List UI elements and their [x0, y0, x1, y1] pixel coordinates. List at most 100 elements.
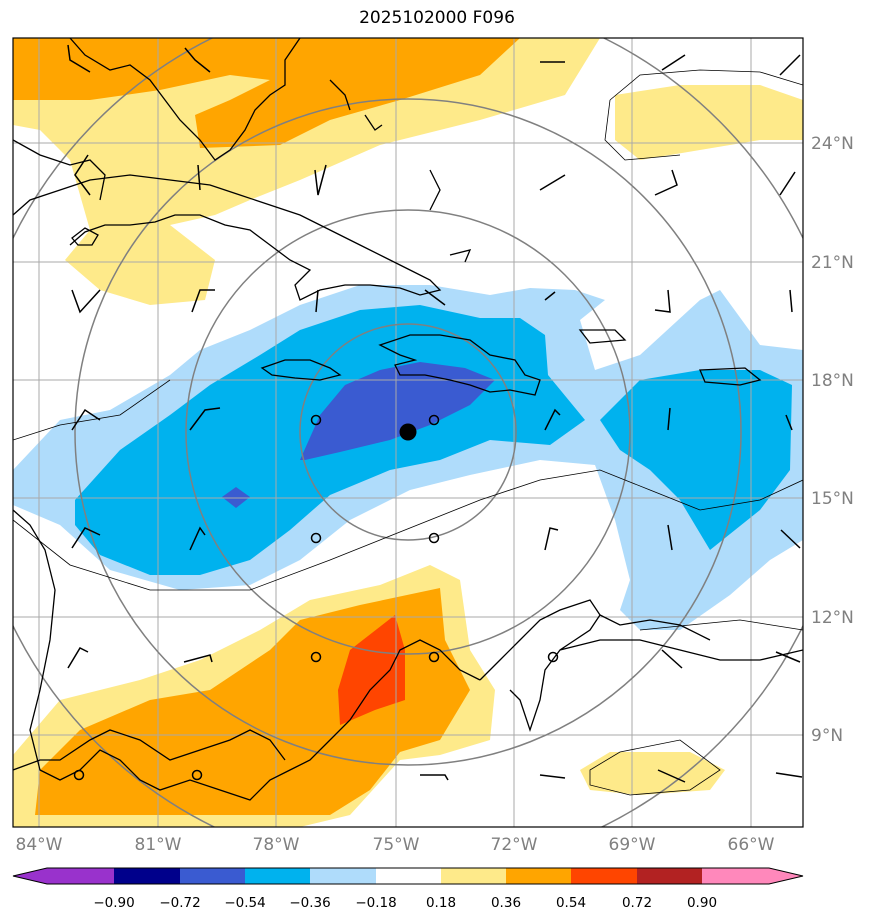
wind-barb: [544, 527, 559, 551]
wind-barb: [667, 524, 673, 551]
lat-label: 24°N: [811, 134, 854, 154]
lat-label: 15°N: [811, 489, 854, 509]
colorbar-swatch: [376, 868, 441, 884]
wind-barb: [667, 407, 671, 431]
calm-wind-circle: [73, 769, 85, 781]
colorbar-label: 0.90: [687, 895, 717, 911]
wind-barb: [191, 289, 215, 313]
colorbar-swatch: [245, 868, 310, 884]
wind-barb: [71, 527, 101, 549]
contour-upper: [13, 379, 171, 441]
colorbar-swatch: [571, 868, 637, 884]
coast-bahamas-1: [329, 79, 351, 111]
contour-ne-2: [604, 99, 681, 161]
wind-barb: [544, 291, 556, 301]
colorbar-label: −0.90: [93, 895, 134, 911]
range-ring-2: [185, 209, 631, 655]
lon-label: 84°W: [16, 835, 63, 855]
positive-anomaly-top-orange: [13, 38, 520, 148]
lon-label: 78°W: [253, 835, 300, 855]
calm-wind-circle: [428, 532, 440, 544]
wind-barbs: [67, 44, 803, 783]
colorbar-outline: [12, 867, 804, 885]
graticule: [13, 38, 803, 827]
latitude-axis: 24°N 21°N 18°N 15°N 12°N 9°N: [811, 134, 854, 746]
colorbar-swatch: [506, 868, 571, 884]
coast-venezuela: [599, 614, 711, 641]
coast-panama: [13, 729, 286, 771]
calm-wind-circle: [191, 769, 203, 781]
range-ring-3: [74, 98, 742, 766]
colorbar-label: −0.36: [289, 895, 330, 911]
wind-barb: [775, 772, 803, 778]
colorbar-swatch: [114, 868, 180, 884]
wind-barb: [189, 407, 221, 431]
colorbar-swatch: [47, 868, 114, 884]
positive-anomaly-top-light: [13, 38, 600, 305]
storm-center-marker: [399, 423, 417, 441]
range-ring-1: [299, 323, 517, 541]
wind-barb: [314, 164, 327, 196]
lon-label: 72°W: [491, 835, 538, 855]
wind-barb: [420, 774, 449, 781]
wind-barb: [315, 289, 319, 313]
map-frame: [12, 37, 804, 828]
wind-barb: [67, 44, 91, 73]
wind-barb: [67, 647, 89, 669]
coast-isle-youth: [71, 227, 99, 246]
wind-barb: [189, 526, 206, 551]
wind-barb: [71, 289, 101, 314]
coast-cuba: [13, 174, 442, 301]
colorbar-swatch: [441, 868, 506, 884]
wind-barb: [779, 171, 796, 196]
calm-wind-circle: [547, 651, 559, 663]
coast-yucatan: [13, 139, 106, 201]
calm-wind-circle: [428, 414, 440, 426]
wind-barb: [539, 774, 566, 779]
wind-barb: [74, 154, 91, 196]
wind-barb: [654, 289, 671, 313]
colorbar-swatch: [180, 868, 245, 884]
negative-anomaly-dark: [300, 362, 495, 460]
colorbar-label: 0.72: [622, 895, 652, 911]
colorbar-label: −0.72: [159, 895, 200, 911]
positive-anomaly-se-light: [580, 752, 725, 795]
coastlines: [13, 38, 803, 801]
lat-label: 12°N: [811, 608, 854, 628]
contour-ne: [609, 69, 803, 101]
lon-label: 69°W: [609, 835, 656, 855]
colorbar-swatch: [637, 868, 702, 884]
colorbar-extend-low: [13, 868, 47, 884]
contour-south: [639, 619, 803, 631]
coast-jamaica: [260, 359, 342, 381]
lon-label: 75°W: [373, 835, 420, 855]
wind-barb: [657, 769, 686, 783]
chart-title: 2025102000 F096: [359, 8, 515, 28]
lat-label: 18°N: [811, 371, 854, 391]
lat-label: 21°N: [811, 253, 854, 273]
colorbar-swatch: [310, 868, 376, 884]
coast-bahamas-3: [429, 169, 441, 211]
colorbar: −0.90 −0.72 −0.54 −0.36 −0.18 0.18 0.36 …: [12, 867, 804, 911]
coast-florida: [69, 38, 301, 161]
wind-barb: [197, 164, 201, 191]
colorbar-extend-high: [769, 868, 803, 884]
wind-barb: [789, 289, 793, 313]
wind-barb: [661, 649, 683, 669]
calm-wind-circle: [310, 532, 322, 544]
wind-barb: [183, 654, 213, 663]
colorbar-label: 0.36: [491, 895, 521, 911]
wind-barb: [544, 408, 561, 431]
colorbar-label: −0.54: [224, 895, 265, 911]
calm-wind-circle: [310, 414, 322, 426]
wind-barb: [71, 408, 101, 431]
coast-puerto-rico: [578, 329, 627, 344]
calm-wind-circle: [310, 651, 322, 663]
colorbar-label: 0.54: [556, 895, 586, 911]
anomaly-field: [13, 38, 803, 827]
positive-anomaly-south-red: [338, 615, 405, 725]
contour-se: [589, 739, 721, 796]
wind-barb: [785, 414, 793, 431]
longitude-axis: 84°W 81°W 78°W 75°W 72°W 69°W 66°W: [16, 835, 775, 855]
